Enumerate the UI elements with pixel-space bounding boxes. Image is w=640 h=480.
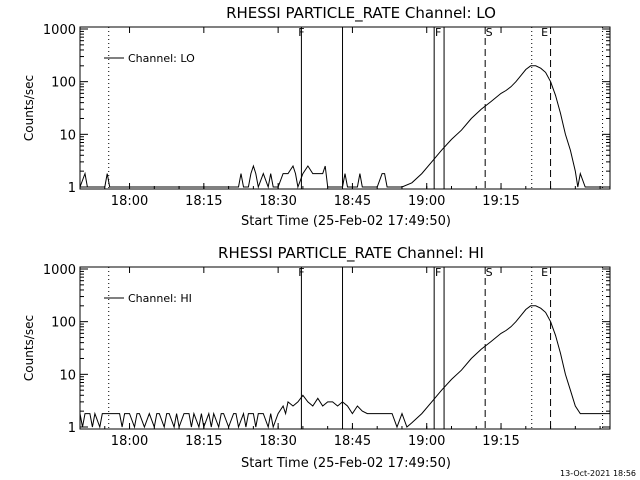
legend: Channel: LO [104, 52, 195, 65]
plot-frame [79, 266, 611, 430]
tick-group: 18:00 18:15 18:30 18:45 19:00 19:15 1 10 100 1000 [43, 23, 610, 209]
marker-label: E [541, 266, 548, 279]
panel-lo: RHESSI PARTICLE_RATE Channel: LO Counts/… [22, 4, 611, 229]
y-tick-label: 1000 [43, 23, 76, 38]
chart-title: RHESSI PARTICLE_RATE Channel: LO [226, 4, 496, 23]
x-tick-label: 18:00 [111, 194, 148, 209]
x-tick-label: 18:00 [111, 434, 148, 449]
legend-entry: Channel: LO [128, 52, 195, 65]
series-group [79, 305, 610, 429]
x-axis-label: Start Time (25-Feb-02 17:49:50) [241, 214, 451, 229]
chart-title: RHESSI PARTICLE_RATE Channel: HI [218, 244, 484, 263]
x-tick-label: 19:15 [482, 194, 519, 209]
marker-label: F [435, 26, 441, 39]
y-tick-label: 1 [68, 181, 76, 196]
x-tick-label: 18:45 [334, 434, 371, 449]
y-tick-label: 1 [68, 421, 76, 436]
marker-label: F [435, 266, 441, 279]
y-axis-label: Counts/sec [22, 75, 36, 141]
x-tick-label: 18:30 [259, 194, 296, 209]
marker-label: S [486, 266, 493, 279]
x-tick-label: 18:15 [185, 434, 222, 449]
x-tick-label: 19:00 [408, 194, 445, 209]
plot-frame [79, 26, 611, 190]
legend: Channel: HI [104, 292, 192, 305]
marker-label: F [298, 26, 304, 39]
y-axis-label: Counts/sec [22, 315, 36, 381]
x-axis-label: Start Time (25-Feb-02 17:49:50) [241, 456, 451, 471]
y-tick-label: 10 [59, 368, 76, 383]
y-tick-label: 10 [59, 128, 76, 143]
series-group [79, 65, 610, 189]
y-tick-label: 100 [51, 316, 76, 331]
x-tick-label: 19:15 [482, 434, 519, 449]
x-tick-label: 18:45 [334, 194, 371, 209]
tick-group: 18:00 18:15 18:30 18:45 19:00 19:15 1 10 100 1000 [43, 263, 610, 449]
x-tick-label: 18:30 [259, 434, 296, 449]
x-tick-label: 19:00 [408, 434, 445, 449]
x-tick-label: 18:15 [185, 194, 222, 209]
panel-hi: RHESSI PARTICLE_RATE Channel: HI Counts/… [22, 244, 611, 471]
footer-date: 13-Oct-2021 18:56 [560, 469, 636, 478]
marker-label: E [541, 26, 548, 39]
y-tick-label: 1000 [43, 263, 76, 278]
marker-label: S [486, 26, 493, 39]
y-tick-label: 100 [51, 76, 76, 91]
series-line [79, 305, 610, 429]
marker-label: F [298, 266, 304, 279]
legend-entry: Channel: HI [128, 292, 192, 305]
series-line [79, 65, 610, 189]
